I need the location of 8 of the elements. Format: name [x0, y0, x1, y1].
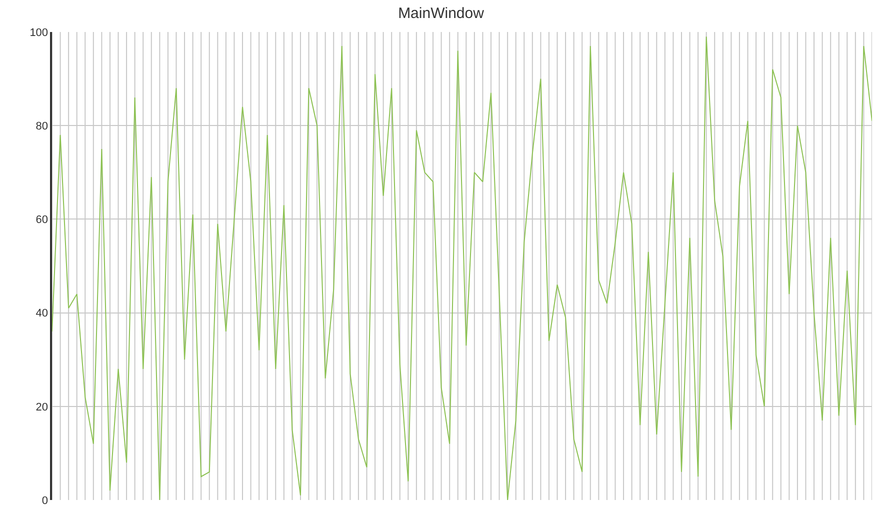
- y-tick-label: 100: [30, 26, 48, 39]
- y-tick-label: 80: [36, 120, 48, 132]
- line-series: [52, 36, 872, 500]
- y-tick-label: 60: [36, 214, 48, 226]
- y-tick-label: 0: [42, 494, 48, 507]
- chart-title: MainWindow: [398, 5, 484, 22]
- y-tick-label: 40: [36, 308, 48, 320]
- y-tick-label: 20: [36, 401, 48, 414]
